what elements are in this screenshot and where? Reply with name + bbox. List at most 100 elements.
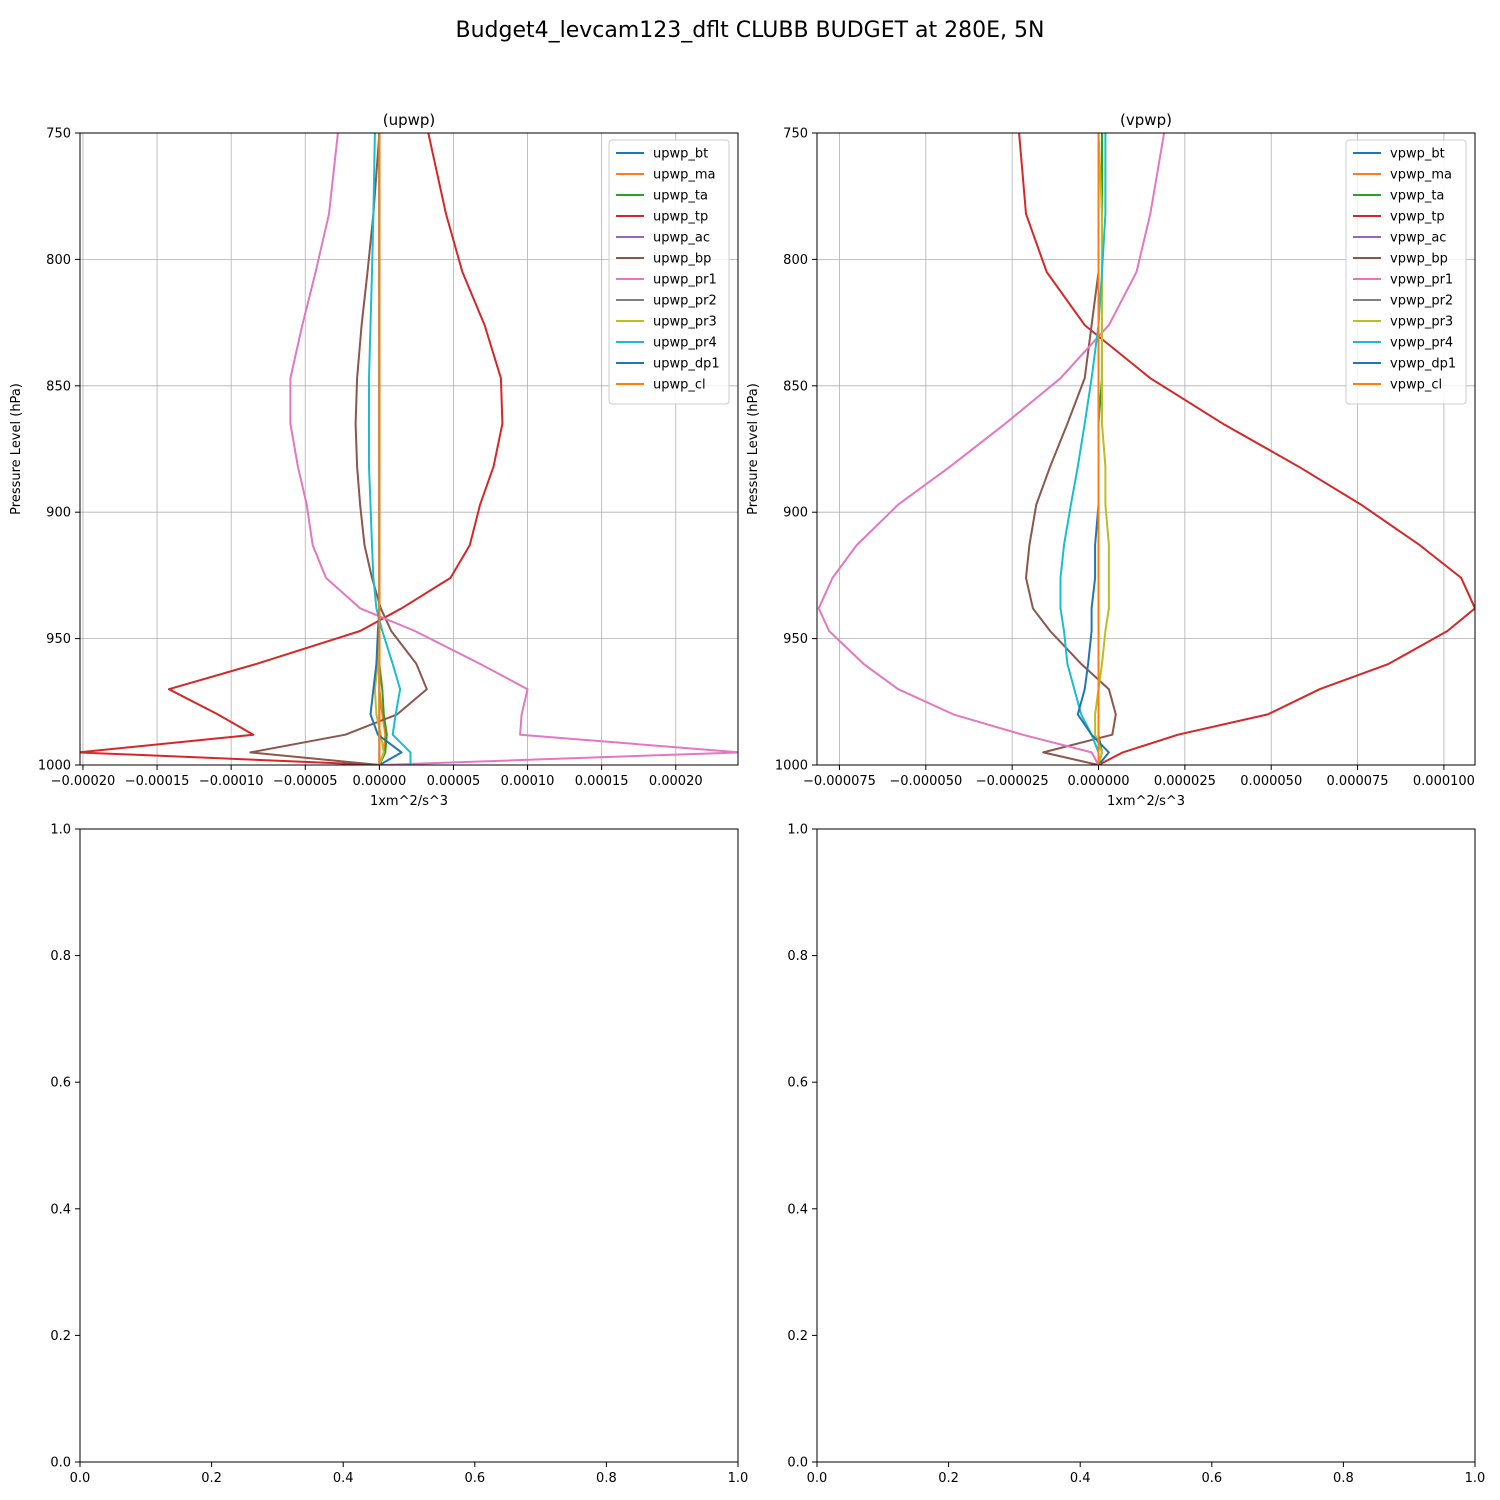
y-tick-label: 950 <box>783 632 808 647</box>
legend-label-vpwp_cl: vpwp_cl <box>1390 378 1442 393</box>
x-tick-label: −0.00020 <box>51 774 116 789</box>
legend-label-upwp_cl: upwp_cl <box>653 378 706 393</box>
y-tick-label: 0.6 <box>50 1076 71 1091</box>
y-tick-label: 0.2 <box>50 1329 71 1344</box>
series-line-vpwp_bp <box>1025 133 1117 765</box>
legend-box <box>608 139 730 405</box>
x-tick-label: 0.000000 <box>1067 774 1129 789</box>
y-axis-label: Pressure Level (hPa) <box>746 383 761 515</box>
x-tick-label: 0.00010 <box>501 774 555 789</box>
y-tick-label: 1000 <box>775 759 808 774</box>
y-tick-label: 0.8 <box>787 949 808 964</box>
series-line-vpwp_tp <box>1018 133 1475 765</box>
x-tick-label: 0.00000 <box>352 774 406 789</box>
y-tick-label: 1.0 <box>50 823 71 838</box>
x-tick-label: −0.000025 <box>976 774 1049 789</box>
chart-title: (vpwp) <box>1120 111 1172 129</box>
legend-label-upwp_ta: upwp_ta <box>653 189 708 204</box>
series-line-upwp_dp1 <box>369 133 403 765</box>
x-tick-label: 0.4 <box>1070 1471 1091 1486</box>
legend-label-upwp_bt: upwp_bt <box>653 147 708 162</box>
series-line-upwp_pr4 <box>368 133 412 765</box>
y-axis-label: Pressure Level (hPa) <box>9 383 24 515</box>
figure-title: Budget4_levcam123_dflt CLUBB BUDGET at 2… <box>456 18 1045 43</box>
chart-title: (upwp) <box>383 111 436 129</box>
legend-label-vpwp_pr1: vpwp_pr1 <box>1390 273 1453 288</box>
plot-frame <box>816 828 1476 1463</box>
series-line-upwp_bp <box>249 133 428 765</box>
x-tick-label: 0.6 <box>1201 1471 1222 1486</box>
legend: vpwp_bt vpwp_ma vpwp_ta vpwp_tp vpwp_ac vpwp_… <box>1345 139 1467 405</box>
x-tick-label: 0.000100 <box>1413 774 1475 789</box>
plot-frame <box>79 828 739 1463</box>
chart-panel-3: 0.0 0.2 0.4 0.6 0.8 1.0 0.0 0.2 0.4 0.6 0.8 1.0 <box>50 823 748 1487</box>
series-group <box>817 133 1475 765</box>
x-tick-label: −0.000075 <box>803 774 876 789</box>
legend-box <box>1345 139 1467 405</box>
x-tick-label: −0.00010 <box>199 774 264 789</box>
legend-label-vpwp_ta: vpwp_ta <box>1390 189 1444 204</box>
y-tick-label: 0.8 <box>50 949 71 964</box>
y-tick-label: 800 <box>46 253 71 268</box>
x-tick-label: 0.8 <box>596 1471 617 1486</box>
legend-label-upwp_pr3: upwp_pr3 <box>653 315 717 330</box>
x-tick-label: 0.000050 <box>1240 774 1302 789</box>
series-line-upwp_tp <box>80 133 504 765</box>
chart-panel-2: −0.000075 −0.000050 −0.000025 0.000000 0.000… <box>746 111 1476 809</box>
x-tick-label: −0.00015 <box>125 774 190 789</box>
legend-label-upwp_pr1: upwp_pr1 <box>653 273 717 288</box>
x-axis-label: 1xm^2/s^3 <box>370 794 448 809</box>
legend-label-vpwp_tp: vpwp_tp <box>1390 210 1445 225</box>
y-tick-label: 0.2 <box>787 1329 808 1344</box>
x-tick-label: −0.000050 <box>889 774 962 789</box>
legend: upwp_bt upwp_ma upwp_ta upwp_tp upwp_ac upwp_… <box>608 139 730 405</box>
legend-label-vpwp_bp: vpwp_bp <box>1390 252 1448 267</box>
x-tick-label: 0.0 <box>807 1471 828 1486</box>
plot-frame <box>816 132 1476 766</box>
x-tick-label: 1.0 <box>1465 1471 1486 1486</box>
legend-label-upwp_ac: upwp_ac <box>653 231 710 246</box>
legend-label-vpwp_ma: vpwp_ma <box>1390 168 1452 183</box>
x-tick-label: 0.00005 <box>427 774 481 789</box>
x-tick-label: 0.0 <box>70 1471 91 1486</box>
chart-panel-1: −0.00020 −0.00015 −0.00010 −0.00005 0.00000 0… <box>9 111 739 809</box>
x-tick-label: 0.6 <box>464 1471 485 1486</box>
y-tick-label: 0.4 <box>50 1202 71 1217</box>
y-tick-label: 850 <box>783 379 808 394</box>
y-tick-label: 0.4 <box>787 1202 808 1217</box>
legend-label-vpwp_pr2: vpwp_pr2 <box>1390 294 1453 309</box>
y-tick-label: 950 <box>46 632 71 647</box>
x-tick-label: 0.4 <box>333 1471 354 1486</box>
legend-label-upwp_ma: upwp_ma <box>653 168 716 183</box>
y-tick-label: 0.0 <box>50 1456 71 1471</box>
y-tick-label: 750 <box>783 127 808 142</box>
legend-label-upwp_pr4: upwp_pr4 <box>653 336 717 351</box>
y-tick-label: 800 <box>783 253 808 268</box>
legend-label-vpwp_ac: vpwp_ac <box>1390 231 1446 246</box>
legend-label-vpwp_pr3: vpwp_pr3 <box>1390 315 1453 330</box>
y-tick-label: 900 <box>46 506 71 521</box>
y-tick-label: 1.0 <box>787 823 808 838</box>
legend-label-vpwp_dp1: vpwp_dp1 <box>1390 357 1456 372</box>
legend-label-upwp_pr2: upwp_pr2 <box>653 294 717 309</box>
x-tick-label: 0.2 <box>938 1471 959 1486</box>
series-line-upwp_pr1 <box>289 133 738 765</box>
legend-label-vpwp_pr4: vpwp_pr4 <box>1390 336 1453 351</box>
legend-label-upwp_bp: upwp_bp <box>653 252 711 267</box>
series-line-vpwp_pr1 <box>817 133 1166 765</box>
legend-label-upwp_tp: upwp_tp <box>653 210 708 225</box>
x-tick-label: 0.8 <box>1333 1471 1354 1486</box>
x-tick-label: 0.000075 <box>1327 774 1389 789</box>
series-group <box>80 133 738 765</box>
legend-label-upwp_dp1: upwp_dp1 <box>653 357 720 372</box>
y-tick-label: 850 <box>46 379 71 394</box>
x-tick-label: 0.00020 <box>649 774 703 789</box>
y-tick-label: 750 <box>46 127 71 142</box>
y-tick-label: 1000 <box>38 759 71 774</box>
x-tick-label: 0.2 <box>201 1471 222 1486</box>
x-tick-label: 1.0 <box>728 1471 749 1486</box>
x-tick-label: 0.00015 <box>575 774 629 789</box>
legend-label-vpwp_bt: vpwp_bt <box>1390 147 1445 162</box>
y-tick-label: 0.6 <box>787 1076 808 1091</box>
